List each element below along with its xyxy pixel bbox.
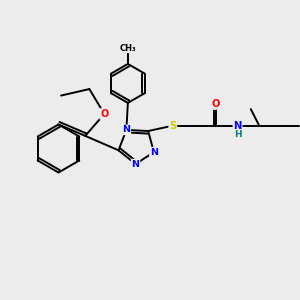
Text: N: N [233, 121, 242, 130]
Text: N: N [150, 148, 158, 157]
Text: CH₃: CH₃ [120, 44, 136, 52]
Text: N: N [122, 125, 130, 134]
Text: N: N [131, 160, 140, 169]
Text: O: O [212, 99, 220, 109]
Text: H: H [234, 130, 242, 139]
Text: O: O [100, 109, 108, 119]
Text: S: S [169, 121, 176, 130]
